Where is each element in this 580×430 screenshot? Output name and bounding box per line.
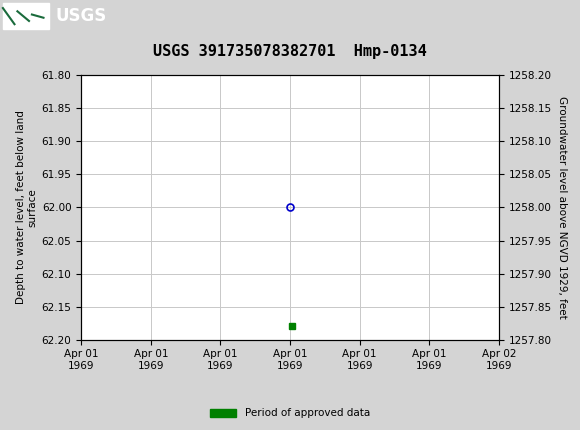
Text: USGS 391735078382701  Hmp-0134: USGS 391735078382701 Hmp-0134 bbox=[153, 44, 427, 59]
Y-axis label: Groundwater level above NGVD 1929, feet: Groundwater level above NGVD 1929, feet bbox=[557, 96, 567, 319]
FancyBboxPatch shape bbox=[3, 3, 49, 29]
Legend: Period of approved data: Period of approved data bbox=[206, 404, 374, 423]
Y-axis label: Depth to water level, feet below land
surface: Depth to water level, feet below land su… bbox=[16, 111, 38, 304]
Text: USGS: USGS bbox=[55, 7, 106, 25]
